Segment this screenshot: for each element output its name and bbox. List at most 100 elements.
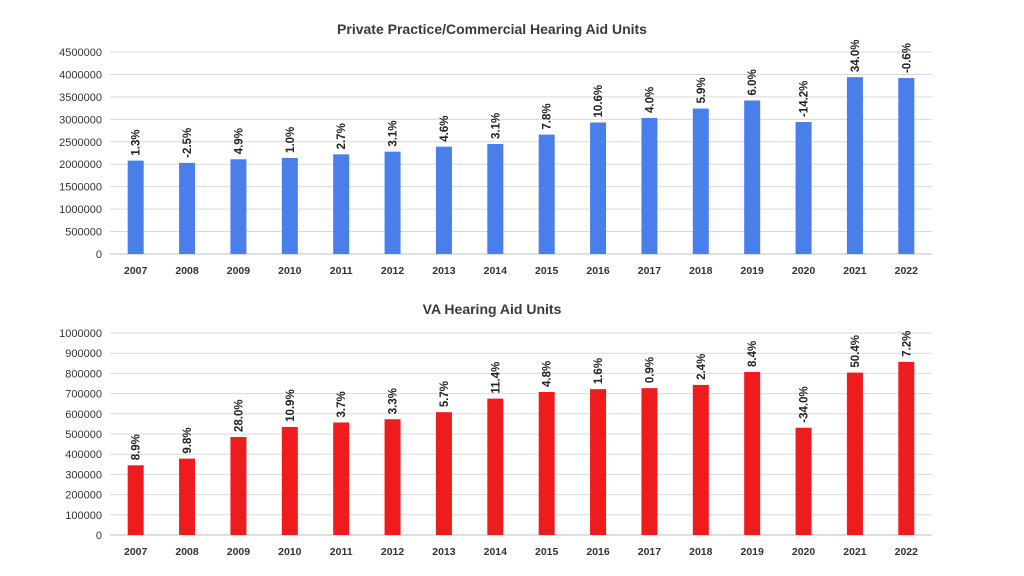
bar [846, 372, 863, 535]
bar [898, 78, 915, 254]
data-label: 11.4% [490, 362, 502, 394]
data-label: 7.8% [542, 103, 554, 129]
va-chart: VA Hearing Aid Units 0 100000 200000 300000… [59, 301, 932, 558]
x-tick-label: 2018 [689, 546, 713, 558]
bar [179, 458, 196, 535]
chart-title: Private Practice/Commercial Hearing Aid … [337, 21, 647, 37]
data-label: -0.6% [901, 43, 913, 73]
x-tick-label: 2015 [535, 265, 559, 277]
y-tick-label: 200000 [65, 490, 102, 502]
bar [127, 465, 144, 535]
bar [590, 122, 607, 254]
data-label: 3.1% [388, 120, 400, 146]
bar [384, 419, 401, 535]
data-label: 8.4% [747, 341, 759, 367]
y-tick-label: 500000 [65, 429, 102, 441]
x-tick-label: 2018 [689, 265, 713, 277]
x-tick-label: 2014 [484, 546, 508, 558]
data-label: 10.6% [593, 85, 605, 118]
bar [641, 117, 658, 254]
x-tick-label: 2017 [638, 265, 662, 277]
y-tick-label: 700000 [65, 389, 102, 401]
data-label: 50.4% [850, 335, 862, 368]
x-tick-label: 2007 [124, 265, 148, 277]
y-tick-label: 1000000 [59, 328, 102, 340]
data-label: 2.4% [696, 354, 708, 380]
bar [641, 388, 658, 535]
bar [333, 422, 350, 535]
x-tick-label: 2015 [535, 546, 559, 558]
data-label: 34.0% [850, 40, 862, 73]
data-label: 1.6% [593, 358, 605, 384]
y-tick-label: 100000 [65, 510, 102, 522]
x-tick-label: 2011 [330, 265, 353, 277]
y-tick-label: 0 [96, 249, 102, 261]
y-tick-label: 2500000 [59, 137, 102, 149]
bar [744, 371, 761, 535]
x-tick-label: 2012 [381, 265, 405, 277]
x-tick-label: 2013 [432, 265, 456, 277]
x-tick-label: 2007 [124, 546, 148, 558]
bar [281, 157, 298, 254]
bar [435, 412, 452, 535]
y-tick-label: 600000 [65, 409, 102, 421]
y-tick-label: 400000 [65, 449, 102, 461]
x-tick-label: 2016 [586, 265, 610, 277]
data-label: 5.9% [696, 77, 708, 103]
x-tick-label: 2016 [586, 546, 610, 558]
data-label: 0.9% [644, 357, 656, 383]
x-tick-label: 2019 [741, 546, 765, 558]
data-label: 4.8% [542, 361, 554, 387]
x-tick-label: 2020 [792, 265, 816, 277]
x-tick-label: 2010 [278, 546, 302, 558]
bar [333, 154, 350, 254]
chart-title: VA Hearing Aid Units [423, 301, 562, 317]
y-tick-label: 1500000 [59, 182, 102, 194]
x-tick-label: 2009 [227, 546, 251, 558]
x-tick-label: 2010 [278, 265, 302, 277]
data-label: 4.9% [233, 128, 245, 154]
x-tick-label: 2022 [895, 546, 919, 558]
bar [487, 398, 504, 535]
y-tick-label: 0 [96, 530, 102, 542]
bar [230, 437, 247, 535]
data-label: -14.2% [799, 81, 811, 117]
bar [230, 159, 247, 254]
y-tick-label: 300000 [65, 469, 102, 481]
y-tick-label: 4500000 [59, 47, 102, 59]
data-label: 8.9% [131, 434, 143, 460]
data-label: 4.0% [644, 87, 656, 113]
data-label: 3.7% [336, 391, 348, 417]
y-tick-label: 3000000 [59, 114, 102, 126]
x-tick-label: 2017 [638, 546, 662, 558]
y-tick-label: 4000000 [59, 69, 102, 81]
data-label: -2.5% [182, 128, 194, 158]
data-label: 3.3% [388, 388, 400, 414]
x-tick-label: 2011 [330, 546, 353, 558]
data-label: -34.0% [799, 386, 811, 422]
bar [590, 389, 607, 535]
bar [281, 426, 298, 535]
x-tick-label: 2021 [843, 265, 867, 277]
x-tick-label: 2008 [175, 265, 199, 277]
data-label: 4.6% [439, 115, 451, 141]
x-tick-label: 2014 [484, 265, 508, 277]
data-label: 9.8% [182, 427, 194, 453]
bar [127, 160, 144, 254]
bar [538, 391, 555, 535]
data-label: 1.3% [131, 129, 143, 155]
data-label: 7.2% [901, 331, 913, 357]
bar [538, 134, 555, 254]
x-tick-label: 2013 [432, 546, 456, 558]
bar [795, 427, 812, 535]
bar [179, 162, 196, 254]
bar [846, 77, 863, 254]
bar [898, 361, 915, 535]
x-tick-label: 2009 [227, 265, 251, 277]
y-tick-label: 800000 [65, 368, 102, 380]
y-tick-label: 3500000 [59, 92, 102, 104]
x-tick-label: 2008 [175, 546, 199, 558]
bar [692, 384, 709, 535]
data-label: 6.0% [747, 69, 759, 95]
